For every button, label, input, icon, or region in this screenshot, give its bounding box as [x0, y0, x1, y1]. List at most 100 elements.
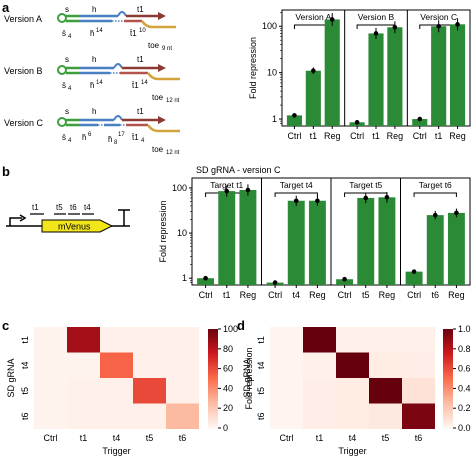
y-tick-label: t1	[256, 336, 266, 344]
segment-label-t1: t1	[137, 107, 144, 116]
heatmap-cell	[369, 403, 402, 429]
bar	[308, 200, 326, 285]
colorbar-segment	[208, 400, 218, 404]
construct-version-a: Version A s h t1 s̄ 4 h̄ 14 t̄1 10 toe 9…	[4, 5, 176, 52]
x-tick-label: Ctrl	[280, 433, 294, 443]
colorbar-segment	[443, 376, 453, 379]
bar	[387, 27, 403, 127]
heatmap-cell	[34, 403, 67, 429]
data-point	[363, 195, 369, 201]
data-point	[203, 275, 208, 281]
bar	[412, 119, 428, 126]
group-label: Version A	[295, 12, 331, 22]
colorbar-segment	[443, 368, 453, 372]
panel-label-a: a	[2, 0, 10, 15]
heatmap-d: t1 t4 t5 t6 Ctrl t1 t4 t5 t6 Trigger SD gRNA 0.0 0.2…	[242, 324, 471, 456]
colorbar-segment	[443, 415, 453, 419]
colorbar-segment	[208, 413, 218, 417]
construct-name: Version A	[4, 14, 42, 24]
colorbar-segment	[443, 336, 453, 340]
y-axis-label: SD gRNA	[6, 358, 16, 397]
colorbar-segment	[443, 410, 453, 414]
colorbar-tick-label: 60	[223, 364, 233, 374]
colorbar-segment	[443, 343, 453, 347]
colorbar-segment	[443, 395, 453, 399]
toe-subscript: 12 nt	[166, 98, 180, 104]
bar	[447, 212, 465, 285]
colorbar-tick-label: 0.0	[458, 423, 471, 433]
colorbar-segment	[208, 420, 218, 424]
colorbar-segment	[208, 398, 218, 402]
site-label-t5: t5	[56, 203, 63, 212]
data-point	[454, 210, 459, 216]
arrow-head-icon	[158, 12, 166, 20]
colorbar-segment	[208, 393, 218, 397]
segment-label-hbar2: h̄	[108, 135, 112, 144]
colorbar-segment	[208, 358, 218, 362]
group-label: Target t4	[280, 180, 313, 190]
segment-label-hbar: h̄	[90, 29, 94, 38]
colorbar-segment	[443, 425, 453, 429]
y-tick-label: t5	[256, 387, 266, 395]
construct-version-c: Version C s h t1 s̄ 4 h̄ 6 h̄ 8 17 t̄1 4…	[4, 107, 180, 156]
data-point	[411, 269, 417, 274]
construct-name: Version C	[4, 118, 44, 128]
data-point	[224, 188, 230, 194]
hairpin-loop-icon	[57, 117, 67, 127]
promoter-arrow-head	[19, 214, 27, 222]
y-tick-label: t1	[20, 336, 30, 344]
superscript: 10	[139, 28, 146, 34]
y-tick-label: 1	[272, 114, 277, 124]
y-tick-label: 10	[177, 228, 187, 238]
colorbar-segment	[443, 398, 453, 402]
colorbar-segment	[208, 343, 218, 347]
colorbar-segment	[208, 380, 218, 384]
data-point	[436, 23, 441, 29]
colorbar-segment	[208, 388, 218, 392]
x-axis-label: Trigger	[338, 446, 366, 456]
x-tick-label: t5	[382, 433, 390, 443]
heatmap-cell	[67, 378, 100, 404]
segment-label-h: h	[92, 55, 96, 64]
colorbar-segment	[208, 331, 218, 335]
reporter-gene-diagram: t1 t5 t6 t4 mVenus	[6, 203, 130, 233]
x-tick-label: Reg	[309, 290, 326, 300]
colorbar-segment	[208, 395, 218, 399]
heatmap-cell	[402, 378, 435, 404]
colorbar-segment	[443, 341, 453, 345]
bar	[450, 24, 466, 126]
x-axis-label: Trigger	[102, 446, 130, 456]
x-tick-label: Ctrl	[268, 290, 282, 300]
mvenus-label: mVenus	[58, 222, 91, 232]
colorbar-tick-label: 80	[223, 344, 233, 354]
segment-label-hbar: h̄	[82, 133, 86, 142]
subscript: 4	[68, 86, 72, 92]
bar-chart-a: 1 10 100 Fold repression Version A Ctrl t1 Reg V…	[248, 9, 471, 141]
colorbar-segment	[443, 380, 453, 384]
data-point	[417, 116, 423, 122]
bar	[305, 70, 321, 126]
heatmap-cell	[166, 403, 199, 429]
mvenus-gene	[41, 219, 114, 233]
colorbar-segment	[208, 405, 218, 409]
colorbar-segment	[443, 358, 453, 362]
x-tick-label: t1	[435, 131, 443, 141]
heatmap-cell	[270, 327, 303, 353]
heatmap-c: t1 t4 t5 t6 Ctrl t1 t4 t5 t6 Trigger SD gRNA 0 20 40 6…	[6, 324, 254, 456]
colorbar-segment	[443, 373, 453, 377]
panel-b-title: SD gRNA - version C	[196, 165, 281, 175]
bar	[286, 115, 302, 126]
colorbar-segment	[443, 423, 453, 427]
colorbar-tick-label: 0.2	[458, 403, 471, 413]
colorbar-segment	[208, 333, 218, 337]
colorbar-segment	[208, 363, 218, 367]
data-point	[342, 276, 347, 282]
colorbar-segment	[208, 423, 218, 427]
y-tick-label: t4	[256, 361, 266, 369]
data-point	[272, 280, 278, 285]
heatmap-cell	[270, 403, 303, 429]
group-bracket	[413, 192, 457, 197]
data-point	[292, 113, 297, 118]
group-label: Target t6	[419, 180, 452, 190]
